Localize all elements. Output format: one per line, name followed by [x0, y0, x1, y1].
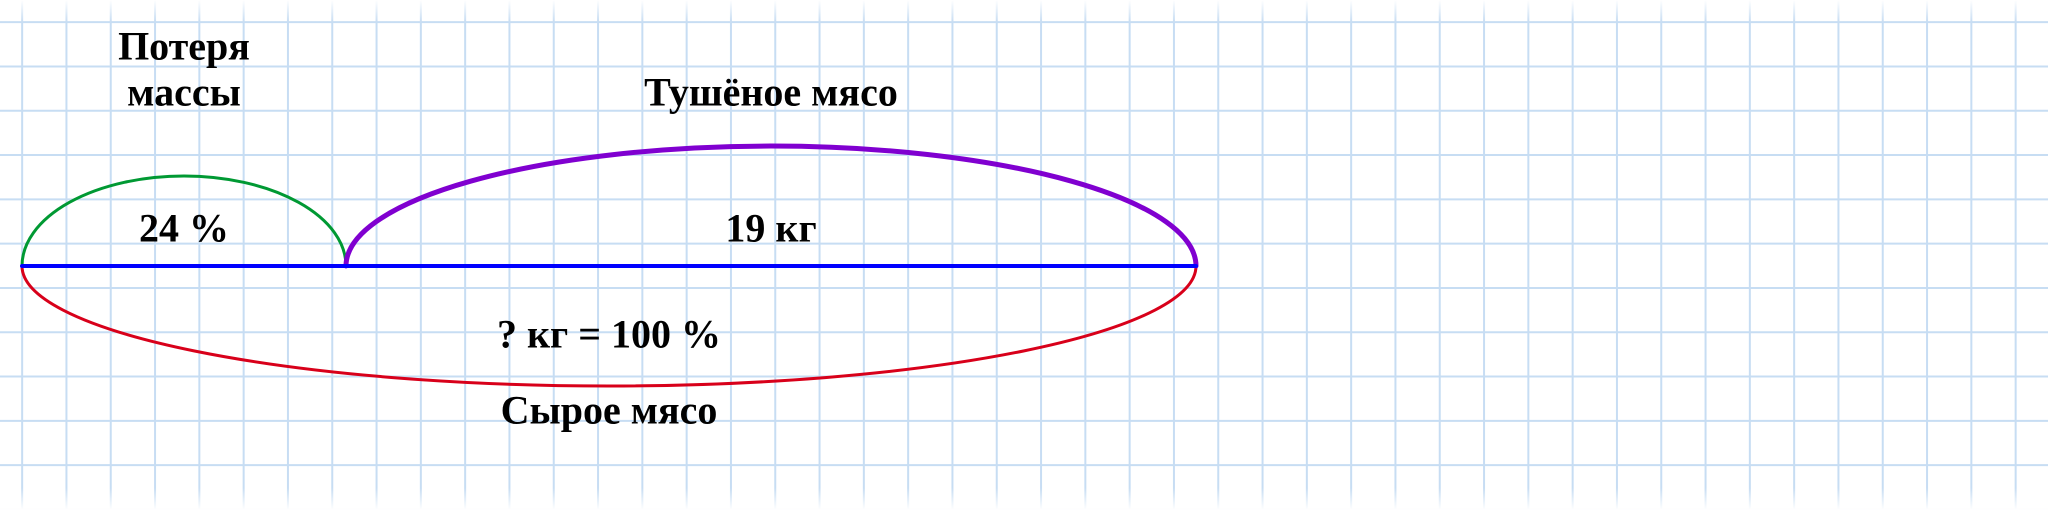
loss-title-line2: массы: [127, 69, 241, 116]
diagram-canvas: Потеря массы 24 % Тушёное мясо 19 кг ? к…: [0, 0, 2048, 510]
loss-title-line1: Потеря: [118, 23, 250, 70]
loss-percent: 24 %: [139, 205, 229, 252]
raw-title: Сырое мясо: [501, 387, 718, 434]
grid-and-arcs: [0, 0, 2048, 510]
stew-title: Тушёное мясо: [644, 69, 898, 116]
stew-value: 19 кг: [725, 205, 816, 252]
raw-value: ? кг = 100 %: [497, 311, 721, 358]
